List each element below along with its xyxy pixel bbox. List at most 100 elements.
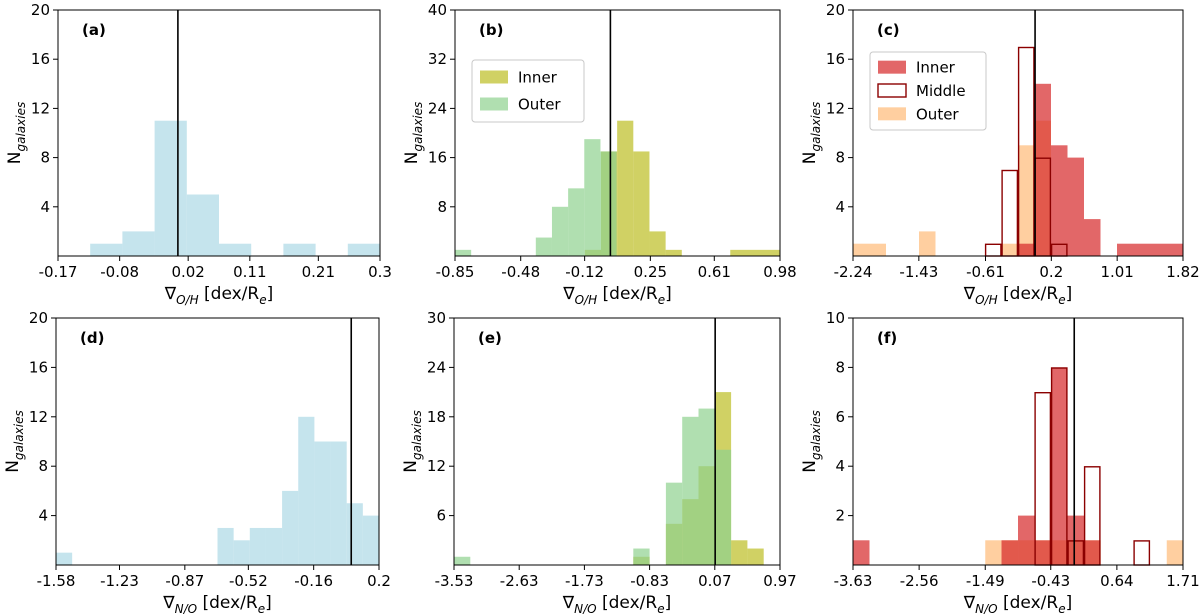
- y-tick-label: 24: [428, 99, 447, 117]
- panel-label: (d): [80, 329, 104, 347]
- histogram-bar: [122, 231, 155, 256]
- x-tick-label: -3.63: [834, 572, 873, 590]
- panel-label: (b): [479, 21, 503, 39]
- panel-label: (c): [877, 21, 900, 39]
- x-axis-subscript: O/H: [575, 293, 598, 307]
- y-axis-symbol: N: [402, 152, 422, 165]
- x-tick-label: 1.71: [1166, 572, 1199, 590]
- histogram-bar: [298, 416, 315, 565]
- x-axis-unit-subscript: e: [259, 293, 266, 307]
- x-axis-unit-end: ]: [665, 593, 672, 613]
- y-axis-subscript: galaxies: [809, 410, 823, 460]
- x-axis-subscript: O/H: [975, 293, 998, 307]
- x-axis-symbol: ∇: [963, 593, 976, 613]
- histogram-bar: [1001, 169, 1019, 257]
- histogram-bar: [551, 206, 569, 256]
- x-axis-label: ∇O/H [dex/Re]: [164, 284, 274, 307]
- plot-frame: [852, 9, 1184, 257]
- x-tick-label: 1.82: [1166, 263, 1199, 281]
- x-axis-subscript: N/O: [175, 602, 197, 614]
- series-inner: [853, 367, 1101, 565]
- histogram-bar: [1034, 392, 1052, 566]
- x-axis-label: ∇O/H [dex/Re]: [963, 284, 1073, 307]
- x-tick-label: -1.58: [37, 572, 76, 590]
- x-tick-label: -0.16: [294, 572, 333, 590]
- histogram-bar: [617, 120, 634, 256]
- x-axis-label: ∇N/O [dex/Re]: [963, 593, 1072, 614]
- y-axis-subscript: galaxies: [809, 102, 823, 152]
- histogram-bar: [730, 249, 780, 256]
- y-tick-label: 8: [40, 149, 50, 167]
- x-axis-symbol: ∇: [562, 593, 575, 613]
- x-tick-label: -0.52: [229, 572, 268, 590]
- y-tick-label: 16: [31, 50, 50, 68]
- x-tick-label: 0.02: [171, 263, 204, 281]
- panel-label: (e): [478, 329, 502, 347]
- y-tick-label: 18: [427, 408, 446, 426]
- histogram-bar: [219, 243, 252, 256]
- x-tick-label: 0.2: [1039, 263, 1063, 281]
- y-tick-label: 20: [29, 309, 48, 327]
- x-tick-label: -1.23: [100, 572, 139, 590]
- y-axis-symbol: N: [401, 460, 421, 473]
- x-axis-symbol: ∇: [164, 284, 177, 304]
- histogram-panel: -2.24 -1.43 -0.61 0.2 1.01 1.82 4 8 12 16 20 (c) ∇O/…: [800, 1, 1200, 307]
- histogram-bar: [984, 243, 1002, 257]
- y-axis-label: Ngalaxies: [5, 102, 28, 164]
- y-tick-label: 12: [826, 99, 845, 117]
- x-tick-label: 0.21: [302, 263, 335, 281]
- x-tick-label: -0.61: [966, 263, 1005, 281]
- histogram-bar: [633, 548, 650, 565]
- x-axis-unit-subscript: e: [1058, 293, 1065, 307]
- histogram-bar: [282, 490, 299, 565]
- x-axis-unit-end: ]: [265, 593, 272, 613]
- histogram-bar: [665, 482, 683, 565]
- series-outer: [454, 408, 732, 565]
- y-tick-label: 16: [428, 149, 447, 167]
- x-axis-unit-subscript: e: [258, 602, 265, 614]
- x-tick-label: 0.25: [634, 263, 667, 281]
- x-axis-unit-end: ]: [1066, 284, 1073, 304]
- histogram-bar: [1133, 243, 1150, 256]
- y-tick-label: 8: [835, 358, 845, 376]
- y-tick-label: 12: [31, 99, 50, 117]
- x-axis-subscript: N/O: [975, 602, 997, 614]
- histogram-bar: [731, 540, 748, 565]
- histogram-bar: [747, 548, 764, 565]
- y-tick-label: 12: [29, 408, 48, 426]
- legend-swatch: [878, 107, 906, 121]
- x-axis-unit: [dex/R: [998, 593, 1059, 613]
- x-axis-unit-end: ]: [665, 284, 672, 304]
- histogram-panel: -0.85 -0.48 -0.12 0.25 0.61 0.98 8 16 24 32 40 (b) ∇…: [402, 1, 797, 307]
- y-tick-label: 12: [427, 457, 446, 475]
- legend-label: Outer: [518, 96, 561, 114]
- histogram-bar: [1150, 243, 1167, 256]
- histogram-bar: [330, 441, 347, 565]
- x-tick-label: 1.01: [1100, 263, 1133, 281]
- x-axis-symbol: ∇: [963, 284, 976, 304]
- x-tick-label: -2.63: [500, 572, 539, 590]
- y-axis-subscript: galaxies: [411, 102, 425, 152]
- y-tick-label: 16: [29, 358, 48, 376]
- series-outer: [455, 139, 617, 256]
- y-axis-symbol: N: [3, 460, 23, 473]
- plot-frame: [454, 9, 781, 257]
- x-axis-unit: [dex/R: [597, 284, 658, 304]
- x-tick-label: -0.08: [100, 263, 139, 281]
- histogram-bar: [154, 120, 187, 256]
- x-tick-label: -0.83: [630, 572, 669, 590]
- y-axis-label: Ngalaxies: [401, 410, 424, 472]
- y-axis-subscript: galaxies: [14, 102, 28, 152]
- plot-frame: [57, 9, 381, 257]
- x-axis-label: ∇N/O [dex/Re]: [562, 593, 671, 614]
- x-axis-unit-subscript: e: [657, 602, 664, 614]
- histogram-bar: [665, 249, 682, 256]
- x-axis-unit-subscript: e: [658, 293, 665, 307]
- histogram-panel: -3.63 -2.56 -1.49 -0.43 0.64 1.71 2 4 6 8 10 (f) ∇N/…: [800, 309, 1200, 614]
- series-all: [56, 416, 379, 565]
- x-axis-unit-end: ]: [1066, 593, 1073, 613]
- x-axis-unit-end: ]: [267, 284, 274, 304]
- plot-frame: [852, 317, 1184, 566]
- series-inner: [1018, 83, 1183, 256]
